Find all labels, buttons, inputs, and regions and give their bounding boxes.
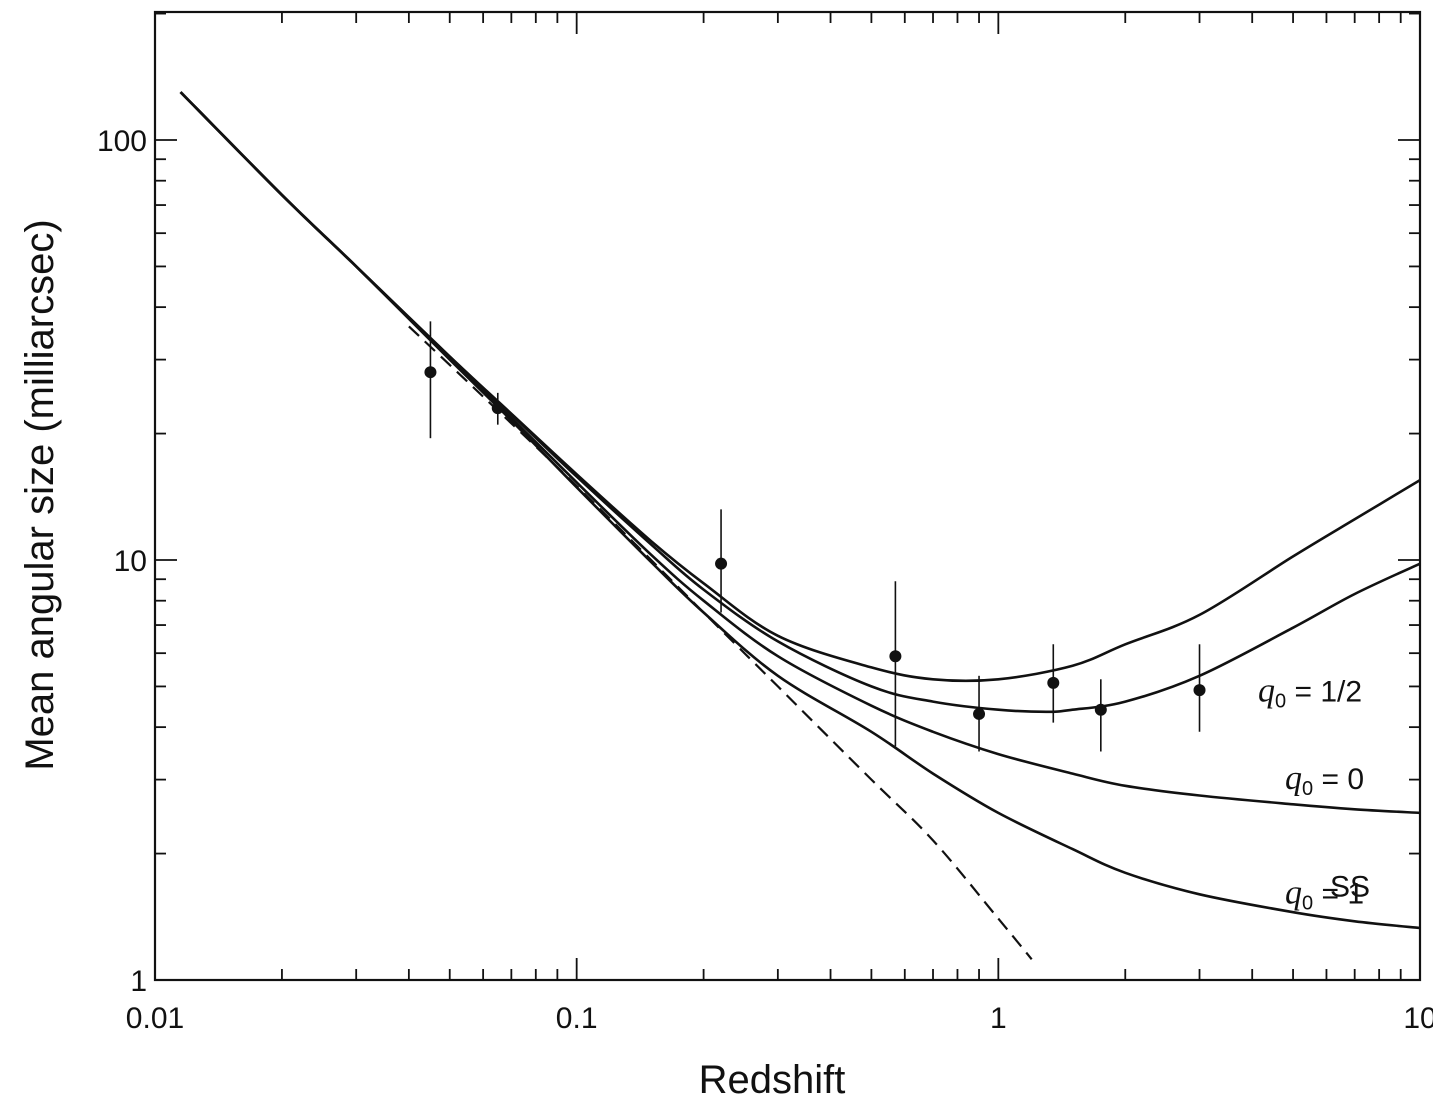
x-tick-label: 0.01 [126, 1002, 184, 1035]
x-axis-title: Redshift [699, 1058, 846, 1102]
curve-label: q0 = 1 [1285, 875, 1364, 915]
data-point [715, 557, 728, 570]
x-tick-label: 0.1 [556, 1002, 598, 1035]
data-point [1094, 703, 1107, 716]
dashed-line [408, 325, 1033, 960]
series-line-2 [179, 91, 1421, 815]
x-tick-labels: 0.01 0.1 1 10 [126, 1002, 1433, 1035]
data-point [424, 366, 437, 379]
series-line-0 [179, 91, 1421, 683]
data-point [491, 402, 504, 415]
curve-labels: q0 = 1 q0 = 1/2 q0 = 0 SS [1258, 673, 1370, 915]
curves [179, 91, 1421, 960]
curve-label: q0 = 1/2 [1258, 673, 1362, 713]
y-tick-label: 100 [97, 125, 147, 158]
x-tick-label: 10 [1403, 1002, 1433, 1035]
curve-label: q0 = 0 [1285, 760, 1364, 800]
plot-frame [153, 10, 1422, 982]
x-tick-label: 1 [990, 1002, 1007, 1035]
series-line-3 [179, 91, 1421, 930]
series-line-1 [179, 91, 1421, 714]
data-points [424, 321, 1206, 752]
curve-label: SS [1330, 871, 1370, 904]
data-point [1047, 676, 1060, 689]
axis-ticks [155, 12, 1420, 980]
data-point [1193, 684, 1206, 697]
y-tick-labels: 1 10 100 [97, 125, 147, 998]
y-tick-label: 1 [130, 965, 147, 998]
data-point [973, 707, 986, 720]
y-axis-title: Mean angular size (milliarcsec) [18, 219, 62, 770]
data-point [889, 650, 902, 663]
y-tick-label: 10 [114, 545, 147, 578]
